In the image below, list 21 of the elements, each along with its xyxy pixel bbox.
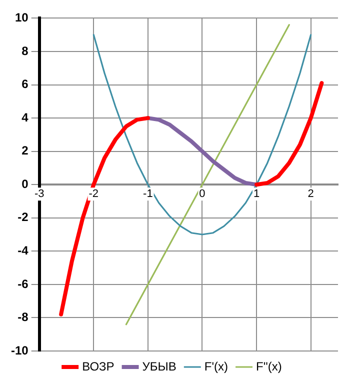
y-tick-label: -8 [18,310,29,324]
y-tick-label: -6 [18,276,29,291]
y-tick-label: -4 [18,243,29,258]
legend-label: ВОЗР [82,359,114,374]
y-tick-label: 8 [22,44,29,58]
legend-label: F'(x) [204,359,228,374]
x-tick-label: -1 [143,188,153,200]
y-tick-label: 4 [22,110,29,124]
x-tick-label: 0 [199,188,206,200]
x-tick-label: -2 [88,188,99,200]
x-tick-label: 2 [308,188,314,200]
y-tick-label: -10 [11,343,29,358]
y-tick-label: -2 [18,210,29,224]
legend-label: F''(x) [256,359,282,374]
x-tick-label: 1 [253,188,260,200]
legend-label: УБЫВ [142,359,176,374]
y-tick-label: 10 [14,10,29,25]
y-tick-label: 0 [22,176,29,191]
x-tick-label: -3 [34,188,44,200]
y-tick-label: 6 [22,77,29,92]
y-tick-label: 2 [22,144,29,158]
